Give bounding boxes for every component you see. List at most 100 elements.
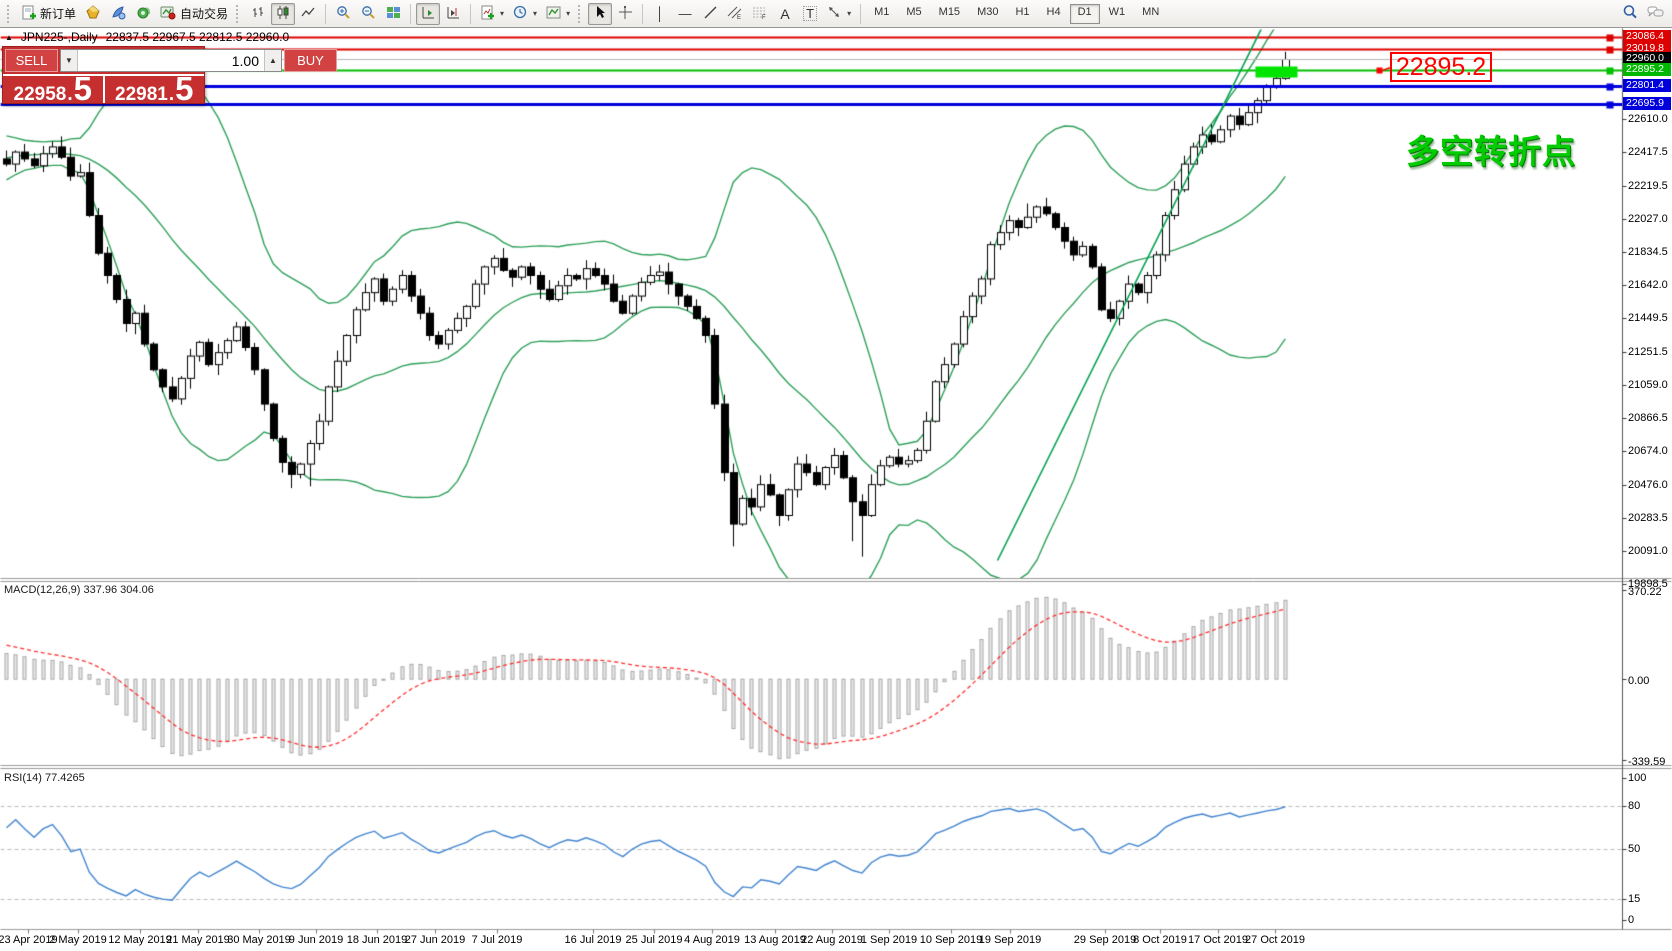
date-label: 19 Sep 2019 [978,934,1042,946]
svg-text:F: F [762,15,766,20]
sell-price[interactable]: 22958. 5 [13,70,92,107]
price-tick-label: 21449.5 [1628,311,1668,324]
svg-text:E: E [737,15,741,20]
price-tick-label: 20866.5 [1628,411,1668,424]
chart-shift-button[interactable] [441,3,465,25]
zoom-in-button[interactable] [331,3,355,25]
toolbar-handle [578,4,584,23]
cursor-button[interactable] [588,2,613,25]
indicators-button[interactable]: ▾ [476,3,508,25]
search-button[interactable] [1618,3,1642,25]
chart-canvas[interactable] [0,28,1672,951]
price-scale[interactable]: 22610.0 22417.5 22219.5 22027.0 21834.5 21642… [1622,28,1672,929]
date-label: 18 Jun 2019 [346,934,408,946]
timeframe-m1[interactable]: M1 [874,5,890,18]
fibonacci-button[interactable]: F [748,3,772,25]
buy-price-main: 22981 [115,84,168,105]
date-label: 13 Aug 2019 [744,934,806,946]
date-label: 21 May 2019 [166,934,230,946]
sell-button[interactable]: SELL [5,49,58,72]
periods-clock-icon [513,5,528,23]
price-tick-label: 20476.0 [1628,478,1668,491]
chevron-up-icon: ▲ [269,56,277,65]
timeframe-h1[interactable]: H1 [1015,5,1030,18]
chat-button[interactable] [1643,3,1668,25]
arrows-button[interactable]: ▾ [823,3,855,25]
buy-price[interactable]: 22981. 5 [115,70,194,107]
tile-windows-button[interactable] [381,3,405,25]
equidistant-channel-button[interactable]: E [723,3,747,25]
chevron-down-icon: ▼ [65,56,73,65]
bar-chart-icon [251,5,266,23]
candlestick-chart-button[interactable] [271,2,296,25]
chat-icon [1647,4,1664,23]
new-order-button[interactable]: 新订单 [17,3,80,25]
price-tag: 22695.9 [1623,97,1671,111]
metaeditor-button[interactable] [81,3,105,25]
sell-price-main: 22958 [13,84,67,105]
cursor-arrow-icon [593,5,608,23]
date-label: 1 Sep 2019 [860,934,918,946]
timeframe-d1[interactable]: D1 [1069,3,1100,24]
chart-note-text: 多空转折点 [1406,133,1576,170]
date-label: 27 Oct 2019 [1245,934,1305,946]
autotrading-label: 自动交易 [180,7,229,21]
price-tick-label: 22417.5 [1628,146,1668,158]
horizontal-line-icon: — [678,6,692,21]
toolbar-separator [860,3,862,24]
date-label: 8 Oct 2019 [1133,934,1187,946]
volume-increase-button[interactable]: ▲ [264,50,281,71]
text-label-button[interactable]: T [798,3,822,25]
templates-button[interactable]: ▾ [542,3,574,25]
crosshair-button[interactable] [613,3,637,25]
zoom-out-button[interactable] [356,3,380,25]
toolbar: 新订单 自动交易 [0,0,1672,28]
toolbar-separator [410,3,412,24]
date-label: 4 Aug 2019 [684,934,740,946]
one-click-trading-panel: SELL ▼ ▲ BUY 22958.5 22981.5 [2,46,337,107]
auto-scroll-icon [421,5,436,23]
community-button[interactable] [106,3,130,25]
time-scale[interactable]: 23 Apr 2019 2 May 2019 12 May 2019 21 May 2… [0,929,1622,951]
periods-button[interactable]: ▾ [509,3,541,25]
trendline-button[interactable] [698,3,722,25]
date-label: 30 May 2019 [227,934,291,946]
text-tool-button[interactable]: A [773,3,797,25]
signals-icon [136,5,151,23]
price-tick-label: 22027.0 [1628,212,1668,225]
buy-button[interactable]: BUY [284,49,337,72]
arrows-icon [827,5,842,23]
volume-input[interactable] [78,50,264,71]
signals-button[interactable] [131,3,155,25]
auto-scroll-button[interactable] [416,2,441,25]
search-icon [1622,4,1638,23]
horizontal-line-button[interactable]: — [673,3,697,25]
equidistant-channel-icon: E [727,5,743,23]
price-tick-label: 22219.5 [1628,179,1668,192]
vertical-line-button[interactable]: │ [648,3,672,25]
macd-tick-label: 0.00 [1628,674,1650,687]
autotrading-button[interactable]: 自动交易 [156,3,232,25]
rsi-tick-label: 15 [1628,892,1641,905]
timeframe-mn[interactable]: MN [1142,5,1160,18]
add-indicator-icon [480,5,495,23]
zoom-out-icon [361,5,376,23]
price-tick-label: 20674.0 [1628,444,1668,457]
timeframe-m5[interactable]: M5 [906,5,922,18]
date-label: 22 Aug 2019 [801,934,863,946]
timeframe-m30[interactable]: M30 [977,5,999,18]
macd-tick-label: 370.22 [1628,586,1662,599]
timeframe-w1[interactable]: W1 [1108,5,1126,18]
chart-shift-icon [446,5,461,23]
line-chart-button[interactable] [296,3,320,25]
date-label: 25 Jul 2019 [625,934,683,946]
dropdown-arrow-icon: ▾ [533,9,538,18]
bar-chart-button[interactable] [246,3,270,25]
symbol-period-label: JPN225-,Daily [20,30,98,44]
volume-decrease-button[interactable]: ▼ [61,50,78,71]
timeframe-m15[interactable]: M15 [938,5,961,18]
timeframe-h4[interactable]: H4 [1046,5,1061,18]
price-tick-label: 20091.0 [1628,544,1668,557]
price-tick-label: 21059.0 [1628,378,1668,391]
toolbar-separator [325,3,327,24]
